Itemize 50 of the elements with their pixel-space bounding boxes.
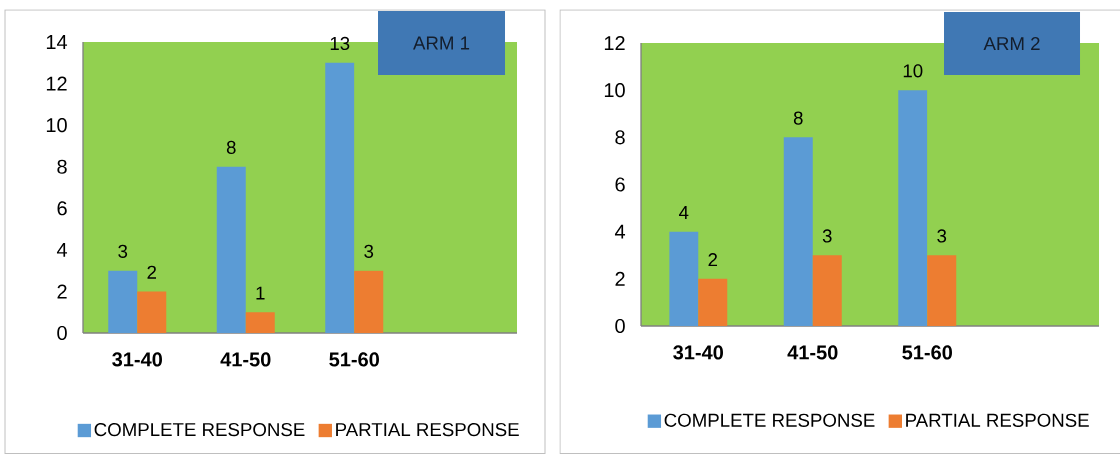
y-tick-label: 4 bbox=[56, 242, 68, 257]
bar bbox=[927, 255, 957, 326]
x-tick-label: 41-50 bbox=[220, 352, 271, 367]
bar bbox=[669, 231, 699, 326]
y-tick-label: 12 bbox=[604, 36, 625, 50]
data-label: 2 bbox=[708, 253, 718, 267]
y-tick-label: 6 bbox=[57, 201, 67, 216]
y-tick-label: 0 bbox=[57, 325, 67, 341]
legend-label: COMPLETE RESPONSE bbox=[664, 413, 875, 427]
y-tick-label: 10 bbox=[46, 118, 67, 133]
chart-title: ARM 2 bbox=[983, 36, 1040, 51]
y-tick-label: 2 bbox=[57, 284, 67, 299]
x-tick-label: 31-40 bbox=[673, 345, 723, 360]
y-tick-label: 2 bbox=[615, 271, 625, 286]
bar bbox=[108, 270, 138, 333]
data-label: 1 bbox=[256, 286, 265, 300]
bar bbox=[812, 255, 842, 326]
bar bbox=[698, 278, 728, 326]
bar bbox=[137, 291, 167, 333]
y-tick-label: 12 bbox=[46, 76, 67, 91]
data-label: 8 bbox=[793, 111, 803, 125]
x-tick-label: 51-60 bbox=[902, 345, 952, 360]
chart-title: ARM 1 bbox=[413, 36, 470, 50]
data-label: 3 bbox=[937, 229, 947, 243]
y-tick-label: 8 bbox=[615, 130, 625, 145]
legend-label: COMPLETE RESPONSE bbox=[94, 422, 305, 437]
x-tick-label: 31-40 bbox=[112, 352, 162, 367]
y-tick-label: 0 bbox=[615, 318, 625, 334]
legend-label: PARTIAL RESPONSE bbox=[336, 422, 519, 437]
x-tick-label: 41-50 bbox=[787, 345, 838, 360]
data-label: 3 bbox=[118, 244, 128, 258]
x-tick-label: 51-60 bbox=[329, 352, 379, 367]
data-label: 2 bbox=[147, 265, 157, 279]
bar bbox=[354, 270, 384, 333]
y-tick-label: 14 bbox=[46, 35, 68, 49]
legend-label: PARTIAL RESPONSE bbox=[906, 413, 1089, 427]
bar bbox=[783, 137, 813, 326]
bar bbox=[245, 312, 275, 333]
data-label: 3 bbox=[822, 229, 832, 243]
data-label: 10 bbox=[903, 64, 923, 78]
y-tick-label: 8 bbox=[57, 159, 67, 174]
y-tick-label: 4 bbox=[614, 224, 626, 239]
bar bbox=[898, 90, 928, 326]
y-tick-label: 6 bbox=[615, 177, 625, 192]
data-label: 4 bbox=[678, 206, 689, 219]
data-label: 3 bbox=[364, 244, 374, 258]
y-tick-label: 10 bbox=[604, 83, 625, 98]
bar bbox=[216, 166, 246, 333]
data-label: 8 bbox=[226, 140, 236, 155]
bar bbox=[325, 62, 355, 333]
